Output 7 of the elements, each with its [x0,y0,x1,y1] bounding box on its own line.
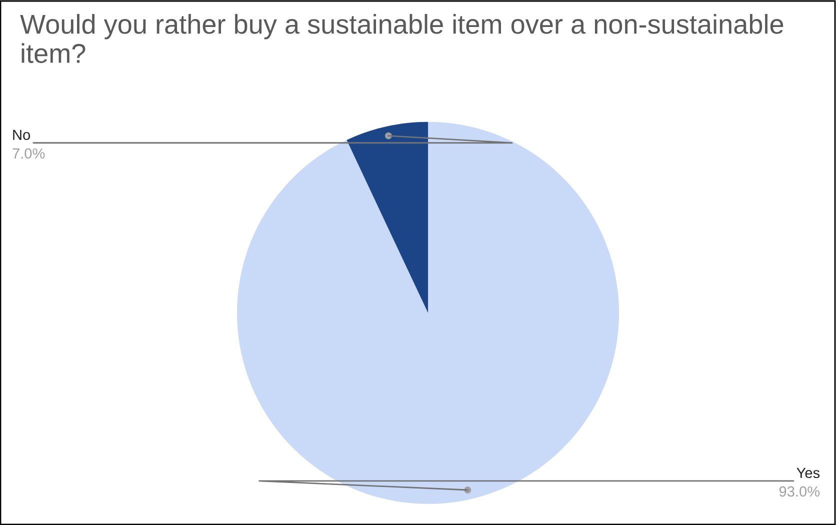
pie-slice [237,122,620,504]
pie-slice [346,122,428,313]
slice-label: Yes [796,468,820,478]
slice-label: No [13,130,30,140]
data-label: 93.0% [779,486,820,497]
data-label: 7.0% [12,148,45,159]
chart-title: Would you rather buy a sustainable item over a non-sustainable item? [20,14,784,64]
